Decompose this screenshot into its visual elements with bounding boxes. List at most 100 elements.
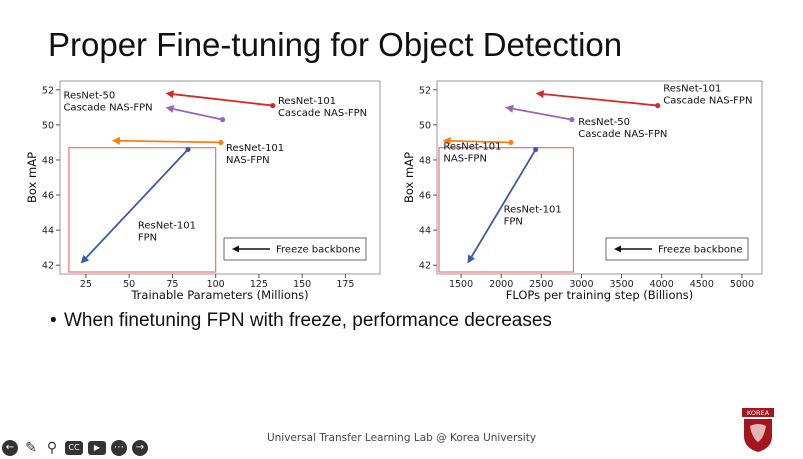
legend-arrow-head [614,245,621,253]
y-tick-label: 42 [42,261,54,272]
arrow-head-purple [165,105,175,113]
plot-frame [59,80,381,275]
more-icon[interactable]: ⋯ [111,440,127,456]
annotation-line: ResNet-101 [663,84,721,95]
legend-box [605,237,749,261]
model-annotation: ResNet-101 Cascade NAS-FPN [663,84,752,107]
x-tick-label: 3000 [569,279,593,290]
y-tick-label: 46 [42,191,54,202]
y-tick-label: 52 [419,85,431,96]
pen-icon[interactable]: ✎ [25,440,37,456]
camera-icon[interactable]: ▶ [88,441,106,455]
annotation-line: FPN [504,217,523,228]
x-tick-label: 2000 [489,279,513,290]
cc-icon[interactable]: CC [65,441,83,455]
y-tick-label: 44 [419,226,431,237]
arrow-head-red [535,90,545,99]
arrow-head-orange [111,136,120,145]
x-tick-label: 75 [166,279,178,290]
model-annotation: ResNet-101 NAS-FPN [226,143,284,166]
annotation-line: ResNet-101 [138,220,196,231]
data-point-red [655,102,661,109]
search-icon[interactable]: ⚲ [46,440,58,456]
forward-arrow-icon[interactable]: → [132,440,148,456]
footer-text: Universal Transfer Learning Lab @ Korea … [266,432,537,444]
x-tick-label: 4000 [650,279,674,290]
legend-box [223,237,367,261]
bullet-point: • When finetuning FPN with freeze, perfor… [50,310,552,332]
bullet-dot: • [50,310,57,331]
annotation-line: ResNet-50 [63,91,115,102]
data-point-red [270,102,276,109]
annotation-line: ResNet-101 [443,141,501,152]
arrow-line-red [543,93,658,107]
annotation-line: Cascade NAS-FPN [663,96,752,107]
annotation-line: ResNet-101 [226,143,284,154]
arrow-line-blue [470,148,537,258]
y-tick-label: 50 [419,120,431,131]
x-tick-label: 4500 [690,279,714,290]
arrow-head-blue [467,254,476,264]
chart-1: 25 50 75 100 125 150 175 42 44 46 48 50 52 Trainable … [25,80,381,302]
x-tick-label: 50 [123,279,135,290]
bullet-text: When finetuning FPN with freeze, perform… [64,310,552,331]
back-arrow-icon[interactable]: ← [2,440,18,456]
x-tick-label: 5000 [730,279,754,290]
legend-label: Freeze backbone [658,245,743,256]
x-tick-label: 175 [336,279,354,290]
model-annotation: ResNet-50 Cascade NAS-FPN [578,117,667,140]
model-annotation: ResNet-50 Cascade NAS-FPN [63,91,152,114]
korea-university-logo: KOREA [742,408,774,452]
presentation-toolbar: ← ✎ ⚲ CC ▶ ⋯ → [2,440,148,456]
y-tick-label: 50 [42,120,54,131]
annotation-line: NAS-FPN [226,155,270,166]
annotation-line: Cascade NAS-FPN [578,129,667,140]
y-tick-label: 52 [42,85,54,96]
model-annotation: ResNet-101 FPN [138,220,196,243]
freeze-region-box [438,147,575,273]
x-axis-label: Trainable Parameters (Millions) [130,288,308,302]
freeze-region-box [68,147,217,273]
y-tick-label: 48 [42,155,54,166]
annotation-line: ResNet-101 [278,96,336,107]
data-point-purple [569,117,575,123]
annotation-line: ResNet-50 [578,117,630,128]
charts-container: 25 50 75 100 125 150 175 42 44 46 48 50 52 Trainable … [25,80,763,302]
arrow-line-purple [173,108,223,121]
arrow-head-red [165,90,174,99]
arrow-line-red [173,93,273,107]
arrow-head-blue [80,254,90,264]
x-tick-label: 3500 [609,279,633,290]
x-tick-label: 2500 [529,279,553,290]
annotation-line: Cascade NAS-FPN [63,103,152,114]
y-axis-label: Box mAP [25,152,39,203]
logo-text: KOREA [747,409,770,417]
y-tick-label: 44 [42,226,54,237]
x-tick-label: 100 [207,279,225,290]
x-axis-label: FLOPs per training step (Billions) [506,288,694,302]
arrow-line-orange [119,139,221,144]
legend: Freeze backbone [223,237,367,261]
x-tick-label: 1500 [449,279,473,290]
arrow-head-purple [505,104,514,113]
arrow-line-orange [450,139,511,144]
slide-title: Proper Fine-tuning for Object Detection [48,26,623,63]
data-point-orange [508,139,514,146]
annotation-line: Cascade NAS-FPN [278,108,367,119]
annotation-line: NAS-FPN [443,153,487,164]
y-axis-label: Box mAP [402,152,416,203]
x-tick-label: 125 [250,279,268,290]
legend-label: Freeze backbone [276,245,361,256]
plot-frame [436,80,763,275]
data-point-blue [533,146,539,153]
arrow-head-orange [442,136,451,145]
legend-arrow-head [232,245,239,253]
data-point-blue [185,146,191,153]
model-annotation: ResNet-101 FPN [504,205,562,228]
x-tick-label: 150 [293,279,311,290]
arrow-line-blue [85,148,189,259]
y-tick-label: 48 [419,155,431,166]
data-point-orange [218,139,224,146]
chart-2: 1500 2000 2500 3000 3500 4000 4500 5000 42 44 46 48… [402,80,763,302]
arrow-line-purple [512,107,572,121]
